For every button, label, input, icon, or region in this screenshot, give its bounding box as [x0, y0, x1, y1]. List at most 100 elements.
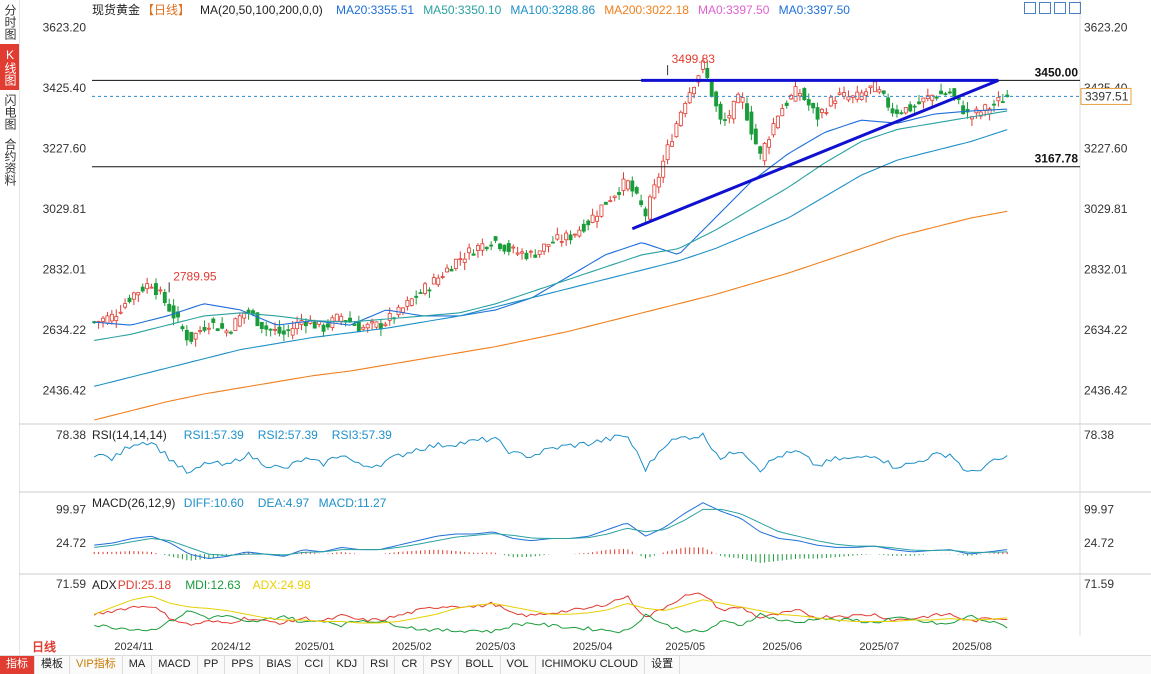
- candle-body: [506, 243, 511, 252]
- candle-body: [643, 208, 648, 217]
- candle-body: [877, 89, 882, 93]
- candle-body: [564, 232, 569, 241]
- candle-body: [722, 119, 727, 121]
- candle-body: [383, 323, 388, 327]
- candle-body: [899, 112, 904, 115]
- toolbar-item-8[interactable]: CCI: [298, 656, 331, 674]
- adx-legend-1: MDI:12.63: [185, 578, 241, 592]
- sidebar-tab-3[interactable]: 合约资料: [3, 138, 17, 186]
- toolbar-item-11[interactable]: CR: [395, 656, 425, 674]
- ma-value-1: MA50:3350.10: [423, 3, 501, 17]
- candle-body: [683, 103, 688, 115]
- candle-body: [546, 244, 551, 247]
- adx-ytick-right-0: 71.59: [1084, 577, 1114, 591]
- candle-body: [625, 180, 630, 190]
- candle-body: [211, 318, 216, 323]
- candle-body: [709, 79, 714, 97]
- toolbar-item-2[interactable]: VIP指标: [70, 656, 123, 674]
- y-tick-left-0: 3623.20: [43, 20, 87, 34]
- candle-body: [943, 93, 948, 96]
- sidebar-tab-0[interactable]: 分时图: [3, 4, 17, 40]
- candle-body: [736, 93, 741, 104]
- candle-body: [577, 229, 582, 237]
- candle-body: [401, 307, 405, 313]
- candle-body: [775, 115, 780, 129]
- candle-body: [599, 204, 604, 217]
- candle-body: [886, 97, 891, 108]
- candle-body: [259, 321, 264, 329]
- candle-body: [850, 95, 855, 98]
- crosshair-icon[interactable]: [1039, 2, 1051, 14]
- candle-body: [189, 331, 194, 342]
- toolbar-item-16[interactable]: 设置: [645, 656, 681, 674]
- candle-body: [890, 108, 895, 114]
- toolbar-item-4[interactable]: MACD: [152, 656, 198, 674]
- candle-body: [251, 310, 255, 314]
- candle-body: [387, 313, 392, 321]
- candle-body: [154, 283, 158, 296]
- candle-body: [114, 316, 119, 321]
- macd-ytick-right-0: 99.97: [1084, 502, 1114, 516]
- candle-body: [458, 258, 463, 261]
- candle-body: [617, 192, 622, 195]
- toolbar-item-6[interactable]: PPS: [225, 656, 261, 674]
- toolbar-item-13[interactable]: BOLL: [459, 656, 501, 674]
- candle-body: [339, 315, 344, 322]
- candle-body: [352, 323, 357, 326]
- candle-body: [550, 241, 555, 244]
- candle-body: [674, 123, 679, 138]
- toolbar-item-9[interactable]: KDJ: [330, 656, 365, 674]
- grid-icon[interactable]: [1054, 2, 1066, 14]
- list-icon[interactable]: [1069, 2, 1081, 14]
- candle-body: [912, 105, 917, 108]
- toolbar-item-10[interactable]: RSI: [364, 656, 396, 674]
- candle-body: [414, 295, 419, 298]
- indicator-toolbar: 指标 模板 VIP指标 MA MACD PP PPS BIAS CCI KDJ RSI CR PSY BO…: [0, 655, 1151, 674]
- ma-value-3: MA200:3022.18: [604, 3, 689, 17]
- candle-body: [921, 97, 926, 103]
- y-tick-left-6: 2436.42: [43, 383, 87, 397]
- ma-params: MA(20,50,100,200,0,0): [200, 3, 323, 17]
- window-controls: [1024, 2, 1081, 14]
- toolbar-item-15[interactable]: ICHIMOKU CLOUD: [536, 656, 646, 674]
- toolbar-item-12[interactable]: PSY: [424, 656, 460, 674]
- candle-body: [348, 317, 352, 323]
- candle-body: [127, 297, 132, 303]
- toolbar-item-1[interactable]: 模板: [35, 656, 70, 674]
- candle-body: [136, 292, 141, 296]
- toolbar-item-7[interactable]: BIAS: [260, 656, 299, 674]
- toolbar-item-5[interactable]: PP: [198, 656, 226, 674]
- sidebar-tab-1[interactable]: K线图: [0, 44, 19, 90]
- adx-adx-line: [94, 595, 1008, 624]
- y-tick-right-4: 2832.01: [1084, 262, 1128, 276]
- candle-body: [992, 103, 996, 106]
- ma-value-4: MA0:3397.50: [698, 3, 770, 17]
- candle-body: [731, 100, 736, 120]
- adx-mdi-line: [94, 610, 1008, 634]
- y-tick-left-4: 2832.01: [43, 262, 87, 276]
- candle-body: [753, 128, 758, 145]
- y-tick-right-6: 2436.42: [1084, 383, 1128, 397]
- candle-body: [846, 96, 851, 101]
- toolbar-item-3[interactable]: MA: [123, 656, 153, 674]
- candle-body: [568, 234, 573, 241]
- candle-body: [202, 326, 207, 331]
- candle-body: [524, 252, 529, 260]
- candle-body: [158, 289, 163, 292]
- candle-body: [109, 313, 114, 322]
- x-tick-6: 2025/05: [665, 641, 705, 653]
- candle-body: [378, 323, 383, 330]
- toolbar-item-0[interactable]: 指标: [0, 656, 35, 674]
- candle-body: [215, 328, 220, 332]
- toolbar-item-14[interactable]: VOL: [501, 656, 536, 674]
- candle-body: [815, 107, 820, 120]
- candle-body: [370, 321, 375, 324]
- y-tick-left-3: 3029.81: [43, 202, 87, 216]
- sidebar-tab-2[interactable]: 闪电图: [3, 94, 17, 130]
- restore-icon[interactable]: [1024, 2, 1036, 14]
- candle-body: [806, 99, 811, 106]
- period-button[interactable]: 日线: [31, 640, 56, 654]
- adx-title: ADX: [92, 578, 117, 592]
- candle-body: [162, 291, 167, 304]
